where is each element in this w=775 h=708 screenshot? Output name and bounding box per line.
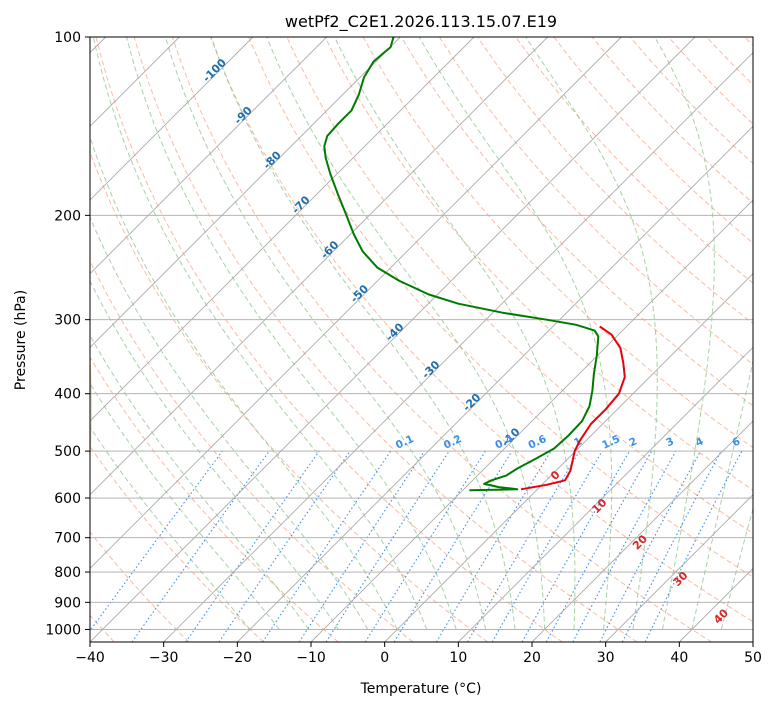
isotherm-line	[90, 37, 254, 201]
mixing-ratio-line	[90, 450, 223, 632]
dry-adiabat-line	[324, 37, 753, 491]
moist-adiabat-line	[418, 37, 613, 630]
isotherm-line	[90, 37, 475, 422]
isotherm-line	[310, 199, 753, 642]
dry-adiabat-line	[90, 356, 339, 642]
dry-adiabat-line	[90, 531, 190, 642]
x-tick-label: 50	[744, 650, 762, 666]
y-tick-label: 300	[54, 313, 81, 329]
y-tick-label: 900	[54, 595, 81, 611]
profile-series	[323, 37, 626, 492]
moist-adiabat-line	[266, 37, 546, 630]
mixing-ratio-line	[393, 450, 513, 642]
temperature-profile-line	[520, 325, 626, 491]
dewpoint-profile-line	[323, 37, 600, 492]
dry-adiabat-line	[133, 37, 638, 642]
mixing-ratio-line	[131, 450, 270, 642]
x-tick-label: 10	[449, 650, 467, 666]
dry-adiabat-line	[400, 37, 753, 407]
x-tick-label: −10	[296, 650, 326, 666]
y-tick-label: 400	[54, 387, 81, 403]
x-tick-label: −20	[223, 650, 253, 666]
isotherm-line	[90, 37, 548, 496]
mixing-ratio-line	[262, 450, 392, 642]
x-tick-label: −40	[75, 650, 105, 666]
moist-adiabat-line	[126, 37, 457, 630]
moist-adiabat-line	[164, 37, 487, 630]
x-axis-label: Temperature (°C)	[360, 681, 482, 697]
dry-adiabat-line	[438, 37, 753, 366]
moist-adiabat-line	[90, 215, 369, 630]
mixing-ratio-line	[218, 450, 351, 642]
isotherm-line	[90, 37, 401, 348]
dry-adiabat-line	[95, 37, 563, 642]
moist-adiabat-line	[92, 37, 428, 630]
mixing-ratio-line	[325, 450, 450, 642]
grid-lines	[90, 37, 753, 642]
moist-adiabat-line	[720, 506, 753, 630]
x-tick-label: 40	[670, 650, 688, 666]
y-tick-label: 1000	[45, 622, 81, 638]
x-axis: −40 −30 −20 −10 0 10 20 30 40 50	[75, 642, 762, 666]
dry-adiabat-line	[515, 37, 753, 284]
moist-adiabat-line	[210, 37, 516, 630]
chart-title: wetPf2_C2E1.2026.113.15.07.E19	[285, 12, 557, 32]
isotherm-line	[458, 346, 753, 642]
x-tick-label: −30	[149, 650, 179, 666]
y-tick-label: 700	[54, 531, 81, 547]
y-tick-label: 200	[54, 208, 81, 224]
mixing-ratio-label: 4	[694, 435, 706, 449]
plot-frame	[89, 36, 754, 643]
moist-adiabat-line	[691, 358, 753, 630]
moist-adiabat-line	[90, 279, 339, 630]
isotherm-line	[90, 37, 696, 642]
mixing-ratio-line	[185, 450, 320, 642]
y-tick-label: 500	[54, 444, 81, 460]
y-axis-label: Pressure (hPa)	[13, 290, 29, 390]
y-tick-label: 800	[54, 565, 81, 581]
x-tick-label: 20	[523, 650, 541, 666]
dry-adiabat-line	[90, 445, 264, 642]
mixing-ratio-line	[644, 450, 743, 642]
isotherm-line	[531, 420, 753, 642]
mixing-ratio-line	[545, 450, 653, 642]
mixing-ratio-line	[521, 450, 630, 642]
isotherm-line	[90, 37, 622, 569]
x-tick-label: 30	[597, 650, 615, 666]
mixing-ratio-label: 2	[627, 435, 639, 449]
mixing-ratio-line	[572, 450, 677, 642]
dry-adiabat-line	[210, 37, 753, 623]
x-tick-label: 0	[380, 650, 389, 666]
isotherm-line	[163, 52, 753, 642]
isotherm-line	[90, 37, 327, 275]
y-tick-label: 600	[54, 491, 81, 507]
y-tick-label: 100	[54, 30, 81, 46]
mixing-ratio-line	[298, 450, 425, 642]
isotherm-line	[237, 125, 753, 642]
y-axis: 100 200 300 400 500 600 700 800 900 1000	[45, 30, 90, 638]
moist-adiabat-line	[90, 334, 310, 630]
moist-adiabat-line	[654, 37, 715, 630]
mixing-ratio-label: 6	[731, 435, 743, 449]
moist-adiabat-line	[525, 37, 658, 630]
moist-adiabat-line	[90, 135, 398, 630]
mixing-ratio-label: 3	[664, 435, 676, 449]
isotherm-line	[384, 273, 753, 642]
isotherm-line	[605, 494, 753, 642]
dry-adiabat-line	[90, 150, 488, 642]
